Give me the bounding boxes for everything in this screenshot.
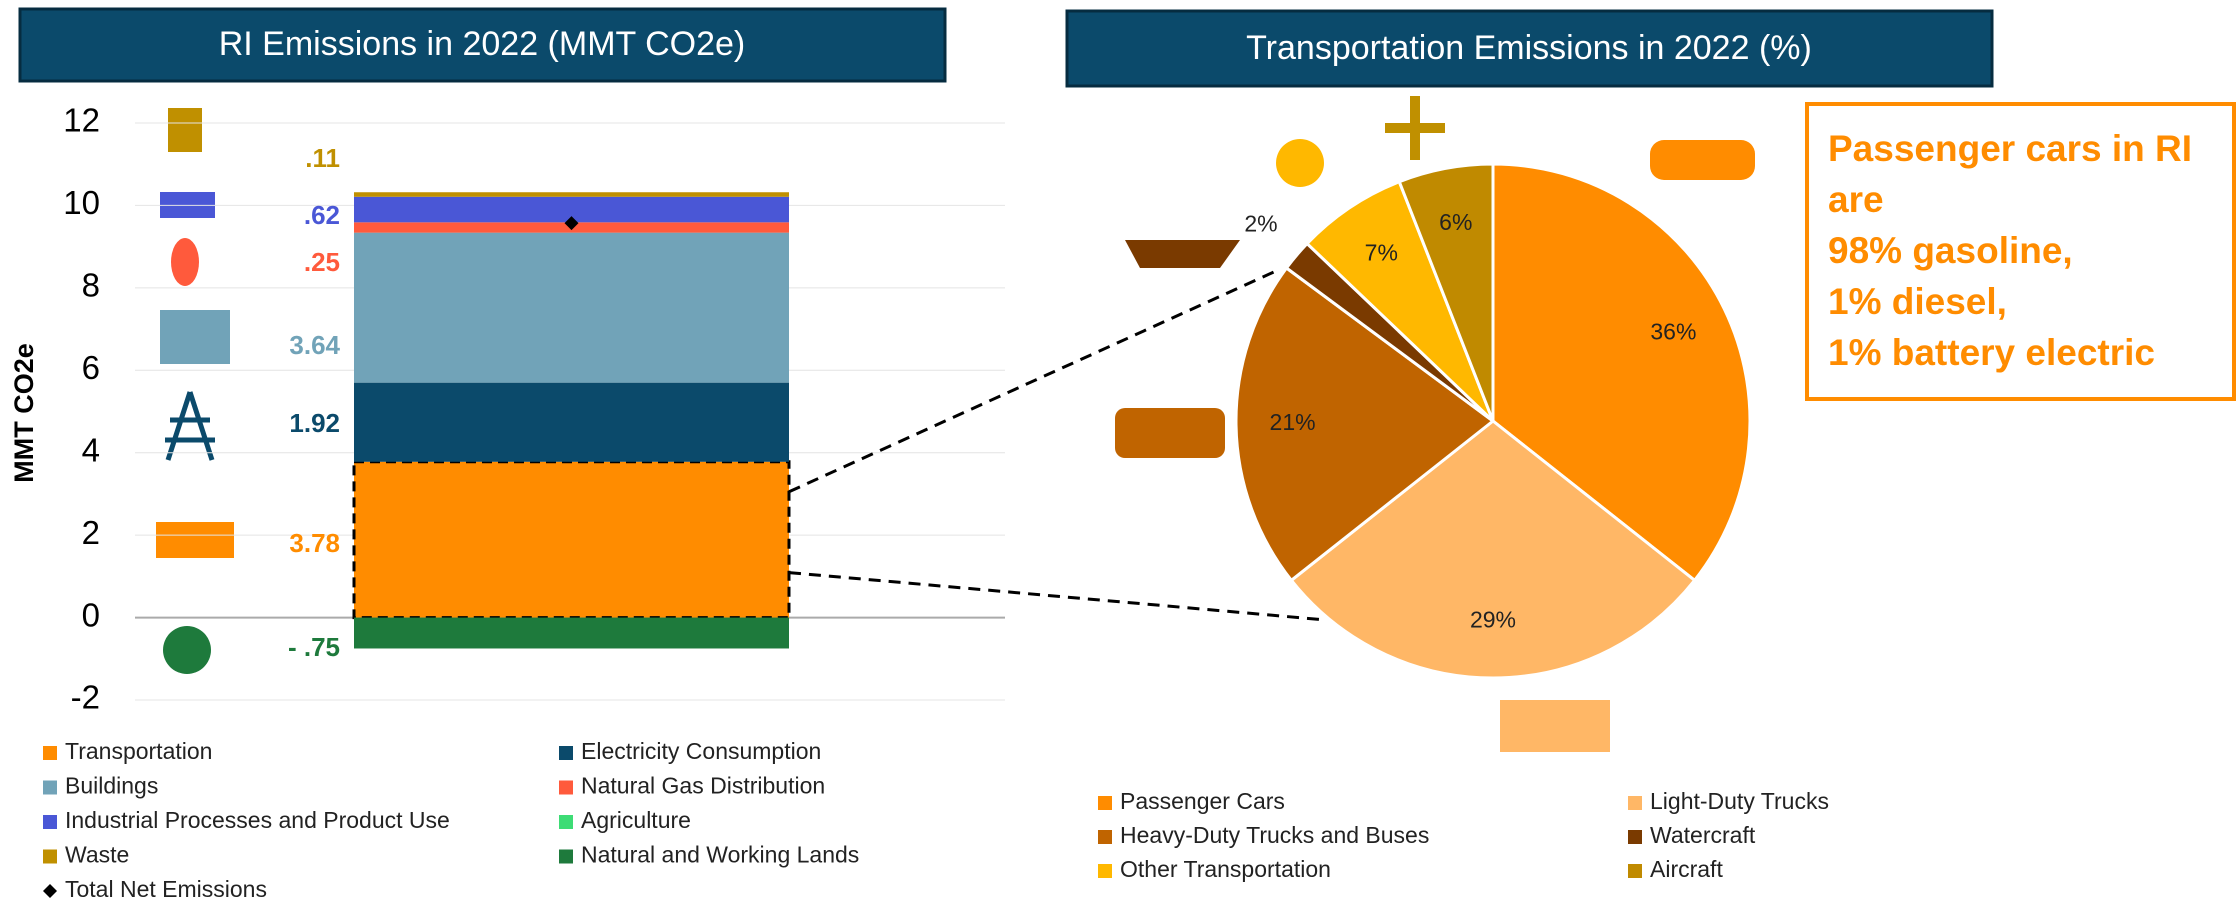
legend-swatch [559, 780, 573, 795]
icon-flame [171, 238, 199, 286]
legend-swatch [43, 815, 57, 829]
icon-waste [168, 108, 202, 152]
legend-swatch [1628, 864, 1642, 878]
legend-swatch [1628, 796, 1642, 810]
pie-slice [1234, 265, 1496, 583]
legend-swatch [1628, 830, 1642, 844]
chart-title: Transportation Emissions in 2022 (%) [1246, 29, 1812, 67]
y-tick-label: 4 [82, 431, 100, 468]
annotation-line: Passenger cars in RI [1828, 128, 2192, 169]
bar-segment [354, 232, 789, 383]
y-tick-label: 6 [82, 349, 100, 386]
legend-label: Total Net Emissions [65, 876, 267, 902]
legend-label: Waste [65, 842, 129, 868]
icon-truck [1500, 700, 1610, 752]
pie-slice [1304, 179, 1495, 423]
icon-ship [1125, 240, 1240, 268]
legend-label: Watercraft [1650, 822, 1756, 848]
legend-label: Transportation [65, 738, 212, 764]
bar-segment [354, 382, 789, 462]
pie-slice [1491, 162, 1752, 583]
y-tick-label: 10 [63, 184, 100, 221]
slice-label: 2% [1244, 211, 1277, 237]
annotation-line: 1% diesel, [1828, 281, 2007, 322]
bar-segment [354, 617, 789, 649]
icon-tower [165, 391, 215, 461]
connector [788, 571, 1327, 622]
legend-label: Other Transportation [1120, 856, 1331, 882]
slice-label: 6% [1439, 209, 1472, 235]
y-tick-label: 2 [82, 514, 100, 551]
legend-swatch [43, 746, 57, 760]
icon-buildings [160, 310, 230, 364]
icon-plane [1385, 96, 1445, 160]
y-tick-label: 8 [82, 267, 100, 304]
legend-swatch [559, 849, 573, 864]
y-axis-label: MMT CO2e [9, 343, 39, 483]
y-tick-label: 12 [63, 102, 100, 139]
legend-label: Passenger Cars [1120, 788, 1285, 814]
legend-swatch [1098, 830, 1112, 844]
icon-truck [156, 522, 234, 558]
connector [788, 269, 1277, 494]
legend-swatch [43, 849, 57, 864]
total-marker [564, 216, 579, 231]
y-tick-label: -2 [71, 679, 100, 716]
value-label: 1.92 [289, 408, 340, 438]
slice-label: 7% [1365, 240, 1398, 266]
legend-label: Natural and Working Lands [581, 842, 859, 868]
value-label: .25 [304, 247, 340, 277]
pie-slice [1397, 162, 1495, 422]
bar-segment [354, 461, 789, 618]
legend-swatch [559, 746, 573, 760]
bar-segment [354, 192, 789, 197]
title-box [1065, 9, 1994, 88]
annotation-line: 1% battery electric [1828, 332, 2155, 373]
legend-label: Light-Duty Trucks [1650, 788, 1829, 814]
icon-bus [1115, 408, 1225, 458]
slice-label: 21% [1270, 409, 1316, 435]
legend-label: Aircraft [1650, 856, 1723, 882]
legend-swatch [43, 780, 57, 795]
legend-swatch [559, 815, 573, 829]
annotation-line: 98% gasoline, [1828, 230, 2073, 271]
title-box [18, 7, 947, 83]
annotation-line: are [1828, 179, 1884, 220]
value-label: 3.78 [289, 528, 340, 558]
legend-label: Industrial Processes and Product Use [65, 807, 450, 833]
y-tick-label: 0 [82, 596, 100, 633]
legend-label: Buildings [65, 773, 158, 799]
legend-swatch [1098, 864, 1112, 878]
legend-label: Agriculture [581, 807, 691, 833]
icon-motorcycle [1276, 139, 1324, 187]
slice-label: 36% [1650, 319, 1696, 345]
value-label: .11 [305, 143, 340, 173]
legend-label: Electricity Consumption [581, 738, 821, 764]
value-label: .62 [304, 200, 340, 230]
value-label: 3.64 [289, 330, 340, 360]
value-label: - .75 [288, 632, 340, 662]
legend-swatch [1098, 796, 1112, 810]
icons [156, 96, 1755, 752]
legend-label: Heavy-Duty Trucks and Buses [1120, 822, 1429, 848]
annotation-box [1805, 102, 2236, 401]
legend-label: Natural Gas Distribution [581, 773, 825, 799]
icon-tree [163, 626, 211, 674]
chart-title: RI Emissions in 2022 (MMT CO2e) [219, 25, 746, 63]
icon-car [1650, 140, 1755, 180]
slice-label: 29% [1470, 607, 1516, 633]
legend-marker [43, 884, 57, 898]
pie-slice [1289, 419, 1697, 680]
